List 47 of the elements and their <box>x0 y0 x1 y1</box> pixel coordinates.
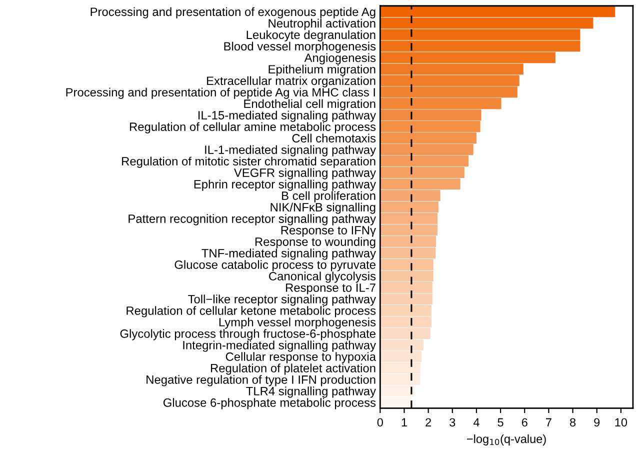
y-tick-label: B cell proliferation <box>282 191 376 202</box>
x-tick-label: 4 <box>473 418 480 426</box>
y-tick-label: Glucose 6-phosphate metabolic process <box>163 398 376 410</box>
y-tick-label: Negative regulation of type I IFN production <box>146 375 376 386</box>
y-tick-label: TLR4 signalling pathway <box>246 386 376 398</box>
y-tick-label: IL-1-mediated signaling pathway <box>205 145 376 156</box>
y-tick-label: Extracellular matrix organization <box>207 76 376 88</box>
y-tick-label: Response to wounding <box>255 237 376 248</box>
y-tick-label: Response to IL-7 <box>286 284 376 294</box>
y-tick-label: VEGFR signalling pathway <box>234 168 376 180</box>
x-tick-label: 6 <box>522 418 528 427</box>
x-tick-label: 5 <box>498 418 504 427</box>
y-tick-label: Cellular response to hypoxia <box>226 352 376 364</box>
y-tick-label: Regulation of platelet activation <box>210 364 376 375</box>
y-tick-label: Neutrophil activation <box>268 18 376 30</box>
y-tick-label: Pattern recognition receptor signalling pathway <box>128 214 376 226</box>
x-tick-label: 2 <box>426 418 432 426</box>
y-tick-label: IL-15-mediated signaling pathway <box>198 110 376 122</box>
x-tick-label: 8 <box>570 418 576 427</box>
y-tick-label: Endothelial cell migration <box>244 99 376 110</box>
y-tick-label: Regulation of cellular ketone metabolic process <box>126 306 376 318</box>
y-tick-label: Angiogenesis <box>304 53 376 64</box>
y-tick-label: Glycolytic process through fructose-6-phosphate <box>120 329 376 340</box>
y-tick-label: Leukocyte degranulation <box>246 30 376 42</box>
y-tick-label: Processing and presentation of exogenous peptide Ag <box>90 7 376 18</box>
x-tick-label: 0 <box>377 418 383 427</box>
y-tick-label: Epithelium migration <box>268 64 376 76</box>
y-tick-label: Canonical glycolysis <box>269 272 376 283</box>
y-tick-label: Toll−like receptor signaling pathway <box>188 294 376 306</box>
x-tick-label: 7 <box>546 418 552 426</box>
y-tick-label: Processing and presentation of peptide Ag via MHC class I <box>66 88 375 99</box>
x-axis-title: −log$_{10}$(q-value) <box>467 434 546 446</box>
x-tick-label: 1 <box>402 418 407 426</box>
x-tick-label: 10 <box>615 418 628 427</box>
y-tick-label: Lymph vessel morphogenesis <box>219 318 376 329</box>
y-tick-label: Glucose catabolic process to pyruvate <box>174 260 376 272</box>
y-tick-label: Integrin-mediated signalling pathway <box>183 340 376 352</box>
y-tick-label: Response to IFNγ <box>281 226 376 237</box>
y-tick-label: Ephrin receptor signalling pathway <box>194 180 376 191</box>
x-tick-label: 9 <box>594 418 600 427</box>
x-tick-label: 3 <box>450 418 456 427</box>
y-tick-label: TNF-mediated signaling pathway <box>202 248 376 260</box>
y-tick-label: Cell chemotaxis <box>292 134 376 142</box>
y-tick-label: NIK/NFκB signalling <box>270 202 376 214</box>
y-tick-label: Blood vessel morphogenesis <box>224 42 376 53</box>
y-tick-label: Regulation of cellular amine metabolic process <box>130 122 376 134</box>
y-tick-label: Regulation of mitotic sister chromatid separation <box>122 156 376 168</box>
